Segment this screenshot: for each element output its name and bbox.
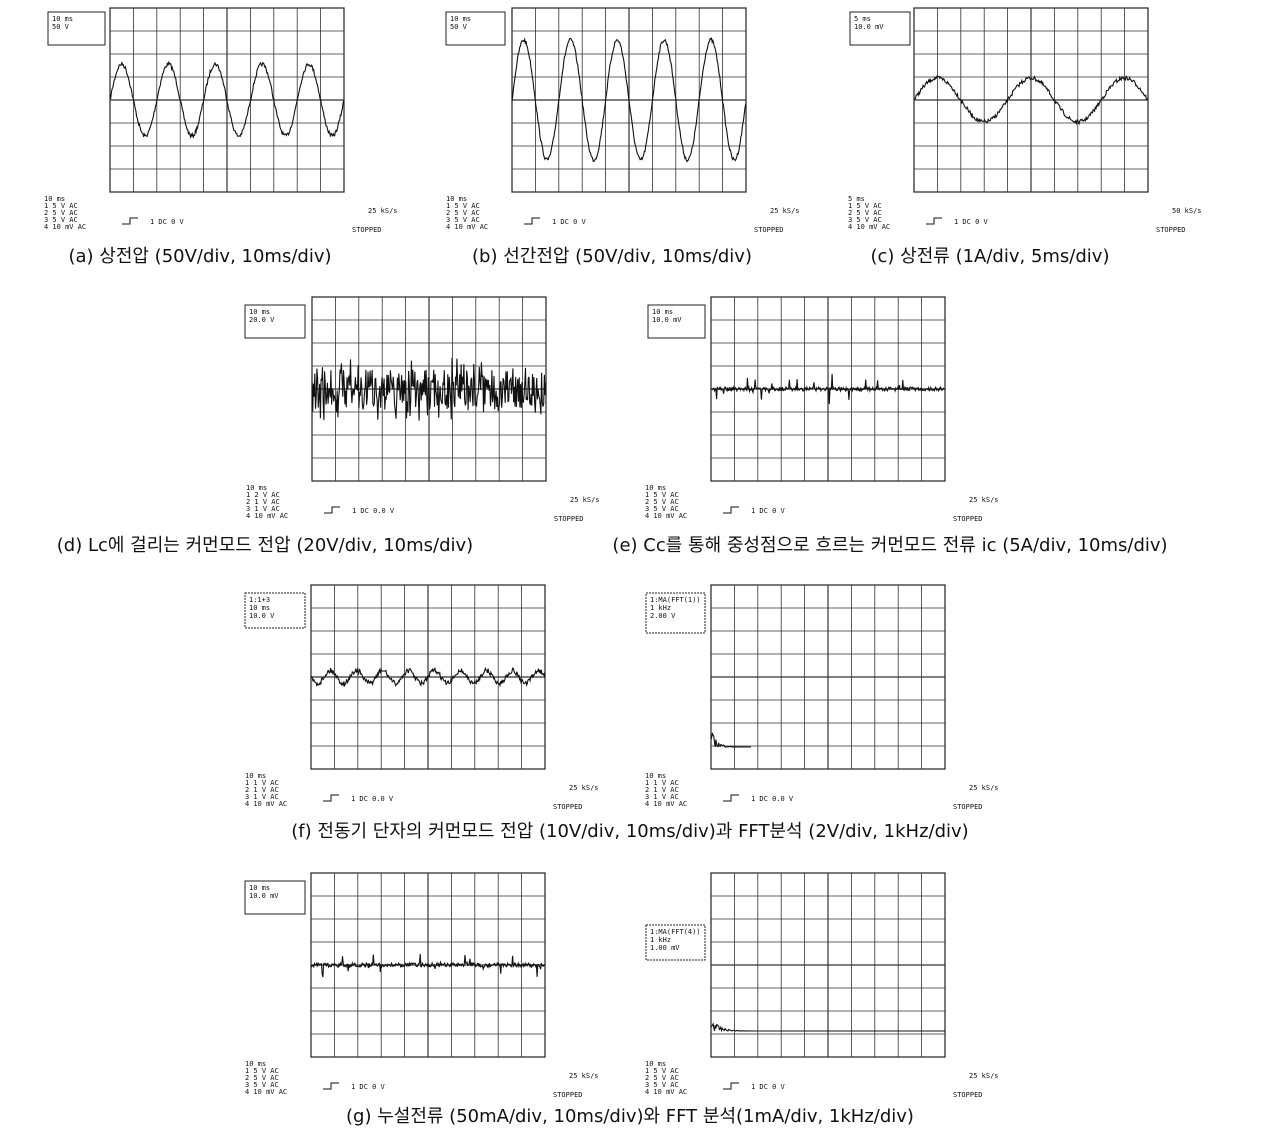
figure: 10 ms50 V10 ms1 5 V AC2 5 V AC3 5 V AC4 … xyxy=(0,0,1261,1138)
trigger-text: 1 DC 0.0 V xyxy=(351,795,394,803)
trigger-text: 1 DC 0 V xyxy=(150,218,185,226)
caption: (a) 상전압 (50V/div, 10ms/div) xyxy=(68,246,331,267)
readout-text: 10.0 mV xyxy=(652,316,682,324)
channel-setting: 4 10 mV AC xyxy=(848,223,890,231)
trigger-symbol xyxy=(323,795,339,801)
sample-rate: 25 kS/s xyxy=(770,207,800,215)
readout-text: 10 ms xyxy=(249,308,270,316)
caption: (c) 상전류 (1A/div, 5ms/div) xyxy=(871,246,1110,267)
channel-setting: 4 10 mV AC xyxy=(645,512,687,520)
trigger-text: 1 DC 0 V xyxy=(351,1083,386,1091)
status: STOPPED xyxy=(352,226,382,234)
sample-rate: 25 kS/s xyxy=(368,207,398,215)
readout-text: 1 kHz xyxy=(650,604,671,612)
trigger-text: 1 DC 0 V xyxy=(751,507,786,515)
sample-rate: 25 kS/s xyxy=(569,1072,599,1080)
caption: (g) 누설전류 (50mA/div, 10ms/div)와 FFT 분석(1m… xyxy=(346,1106,914,1127)
channel-setting: 4 10 mV AC xyxy=(245,800,287,808)
channel-setting: 4 10 mV AC xyxy=(446,223,488,231)
trigger-text: 1 DC 0.0 V xyxy=(352,507,395,515)
caption: (e) Cc를 통해 중성점으로 흐르는 커먼모드 전류 ic (5A/div,… xyxy=(612,535,1167,556)
channel-setting: 4 10 mV AC xyxy=(245,1088,287,1096)
sample-rate: 25 kS/s xyxy=(969,496,999,504)
trigger-text: 1 DC 0.0 V xyxy=(751,795,794,803)
trigger-symbol xyxy=(723,795,739,801)
sample-rate: 25 kS/s xyxy=(569,784,599,792)
readout-text: 10 ms xyxy=(52,15,73,23)
sample-rate: 25 kS/s xyxy=(969,1072,999,1080)
status: STOPPED xyxy=(953,515,983,523)
readout-text: 10.0 mV xyxy=(249,892,279,900)
trigger-symbol xyxy=(723,1083,739,1089)
caption: (f) 전동기 단자의 커먼모드 전압 (10V/div, 10ms/div)과… xyxy=(291,821,968,842)
readout-text: 1:MA(FFT(4)) xyxy=(650,928,701,936)
caption: (b) 선간전압 (50V/div, 10ms/div) xyxy=(472,246,752,267)
status: STOPPED xyxy=(953,803,983,811)
trigger-symbol xyxy=(524,218,540,224)
status: STOPPED xyxy=(1156,226,1186,234)
channel-setting: 4 10 mV AC xyxy=(645,800,687,808)
readout-text: 10 ms xyxy=(249,884,270,892)
waveform xyxy=(711,733,751,747)
status: STOPPED xyxy=(554,515,584,523)
trigger-symbol xyxy=(324,507,340,513)
readout-text: 10 ms xyxy=(249,604,270,612)
status: STOPPED xyxy=(553,803,583,811)
readout-text: 1:MA(FFT(1)) xyxy=(650,596,701,604)
trigger-symbol xyxy=(926,218,942,224)
readout-text: 1 kHz xyxy=(650,936,671,944)
readout-text: 50 V xyxy=(450,23,468,31)
readout-text: 1:1+3 xyxy=(249,596,270,604)
readout-text: 10 ms xyxy=(450,15,471,23)
sample-rate: 25 kS/s xyxy=(570,496,600,504)
readout-text: 10.0 mV xyxy=(854,23,884,31)
readout-text: 10.0 V xyxy=(249,612,275,620)
readout-text: 10 ms xyxy=(652,308,673,316)
readout-text: 50 V xyxy=(52,23,70,31)
trigger-symbol xyxy=(323,1083,339,1089)
trigger-symbol xyxy=(723,507,739,513)
caption: (d) Lc에 걸리는 커먼모드 전압 (20V/div, 10ms/div) xyxy=(57,535,473,556)
status: STOPPED xyxy=(553,1091,583,1099)
trigger-text: 1 DC 0 V xyxy=(954,218,989,226)
channel-setting: 4 10 mV AC xyxy=(246,512,288,520)
trigger-symbol xyxy=(122,218,138,224)
sample-rate: 50 kS/s xyxy=(1172,207,1202,215)
channel-setting: 4 10 mV AC xyxy=(645,1088,687,1096)
readout-text: 1.00 mV xyxy=(650,944,680,952)
readout-text: 5 ms xyxy=(854,15,871,23)
status: STOPPED xyxy=(754,226,784,234)
channel-setting: 4 10 mV AC xyxy=(44,223,86,231)
readout-text: 2.00 V xyxy=(650,612,676,620)
trigger-text: 1 DC 0 V xyxy=(552,218,587,226)
readout-text: 20.0 V xyxy=(249,316,275,324)
status: STOPPED xyxy=(953,1091,983,1099)
trigger-text: 1 DC 0 V xyxy=(751,1083,786,1091)
sample-rate: 25 kS/s xyxy=(969,784,999,792)
